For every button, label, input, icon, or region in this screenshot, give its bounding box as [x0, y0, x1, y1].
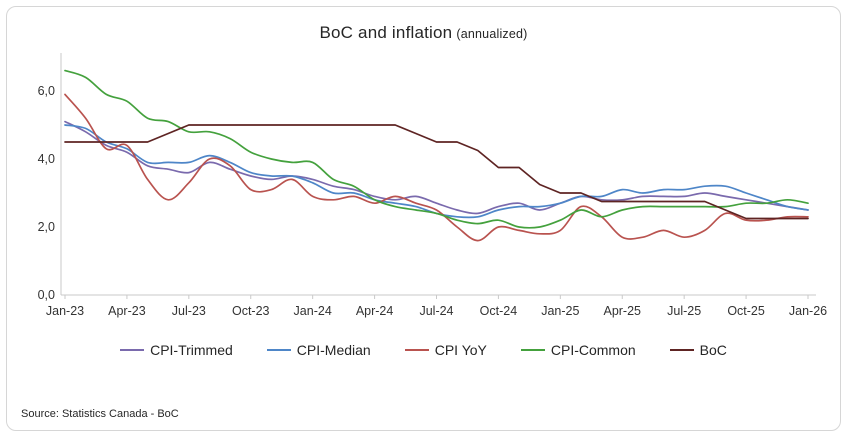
chart-card: BoC and inflation (annualized) 0,0 2,0 4,0 6…: [6, 6, 841, 431]
series-line-cpi-trimmed: [64, 120, 809, 215]
series-line-cpi-common: [64, 69, 809, 229]
legend-label: BoC: [699, 342, 727, 358]
legend-label: CPI YoY: [434, 342, 487, 358]
series-line-boc: [64, 124, 809, 220]
x-tick-label: Apr-25: [603, 304, 641, 318]
legend-item-cpi-median: CPI-Median: [266, 342, 371, 358]
legend-line-swatch: [669, 349, 694, 351]
x-tick-label: Jul-23: [172, 304, 206, 318]
chart-title-suffix: (annualized): [456, 27, 528, 41]
chart-legend: CPI-Trimmed CPI-Median CPI YoY CPI-Common Bo…: [17, 342, 830, 358]
x-tick-label: Jan-26: [789, 304, 827, 318]
x-tick-label: Oct-25: [727, 304, 765, 318]
legend-item-cpi-trimmed: CPI-Trimmed: [120, 342, 233, 358]
x-tick-label: Jul-25: [667, 304, 701, 318]
x-tick-label: Jan-24: [294, 304, 332, 318]
x-tick-label: Oct-23: [232, 304, 270, 318]
y-tick-label: 0,0: [38, 288, 55, 302]
y-tick-label: 2,0: [38, 220, 55, 234]
chart-title: BoC and inflation (annualized): [17, 23, 830, 43]
x-tick-label: Apr-23: [108, 304, 146, 318]
source-note: Source: Statistics Canada - BoC: [21, 408, 179, 420]
x-tick-label: Jul-24: [419, 304, 453, 318]
series-line-cpi-yoy: [64, 93, 809, 242]
legend-label: CPI-Median: [296, 342, 371, 358]
y-tick-label: 4,0: [38, 152, 55, 166]
x-tick-label: Jan-23: [46, 304, 84, 318]
inflation-line-chart: 0,0 2,0 4,0 6,0 Jan-23 Apr-23 Jul-23 Oct-23 Jan-…: [38, 53, 827, 318]
legend-line-swatch: [266, 349, 291, 351]
chart-title-main: BoC and inflation: [319, 23, 453, 42]
legend-label: CPI-Trimmed: [150, 342, 233, 358]
x-tick-label: Jan-25: [541, 304, 579, 318]
legend-line-swatch: [120, 349, 145, 351]
y-tick-label: 6,0: [38, 84, 55, 98]
legend-label: CPI-Common: [550, 342, 636, 358]
legend-item-cpi-yoy: CPI YoY: [404, 342, 487, 358]
x-tick-label: Apr-24: [356, 304, 394, 318]
x-tick-label: Oct-24: [480, 304, 518, 318]
legend-line-swatch: [520, 349, 545, 351]
legend-line-swatch: [404, 349, 429, 351]
legend-item-cpi-common: CPI-Common: [520, 342, 636, 358]
legend-item-boc: BoC: [669, 342, 727, 358]
